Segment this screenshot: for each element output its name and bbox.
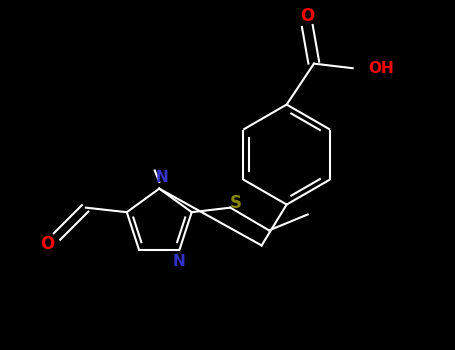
- Text: S: S: [230, 194, 242, 212]
- Text: O: O: [300, 7, 314, 25]
- Text: OH: OH: [369, 61, 394, 76]
- Text: N: N: [155, 170, 168, 185]
- Text: O: O: [40, 235, 54, 253]
- Text: N: N: [173, 254, 186, 269]
